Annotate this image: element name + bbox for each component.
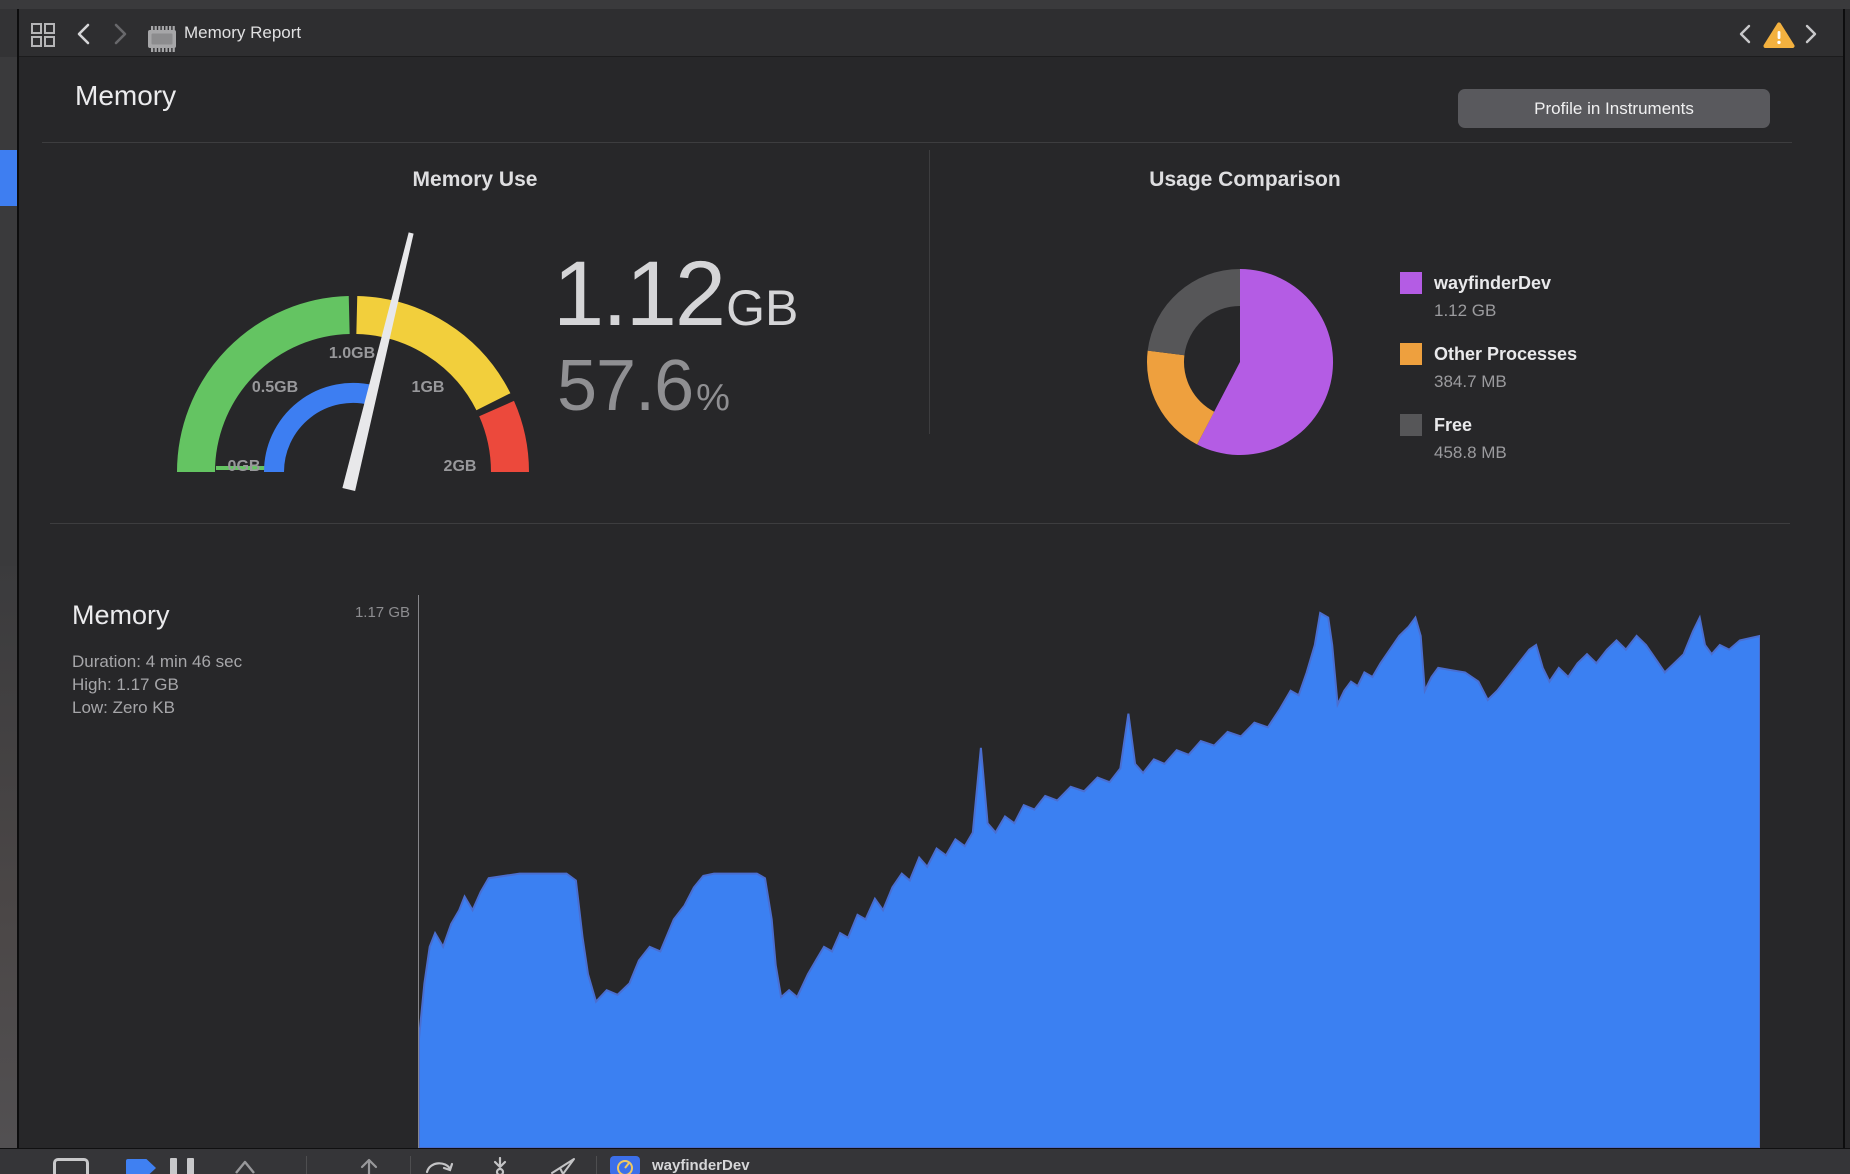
legend-swatch — [1400, 343, 1422, 365]
donut-slice-wayfinderdev — [1197, 269, 1334, 455]
titlebar-strip — [0, 0, 1850, 9]
continue-icon[interactable] — [233, 1160, 257, 1174]
debugbar-separator — [306, 1156, 307, 1174]
history-stats: Duration: 4 min 46 sec High: 1.17 GB Low… — [72, 650, 242, 719]
legend-value: 458.8 MB — [1434, 443, 1507, 462]
memory-value-unit: GB — [726, 280, 799, 336]
memory-value: 1.12 — [553, 243, 726, 345]
debug-process-label[interactable]: wayfinderDev — [652, 1157, 750, 1174]
gauge-tick-label: 1.0GB — [329, 345, 375, 362]
window-right-edge — [1845, 9, 1850, 1148]
warning-icon[interactable] — [1762, 21, 1796, 49]
legend-swatch — [1400, 414, 1422, 436]
previous-issue-chevron-icon[interactable] — [1734, 23, 1756, 45]
forward-chevron-icon[interactable] — [108, 22, 132, 46]
profile-in-instruments-button[interactable]: Profile in Instruments — [1458, 89, 1770, 128]
navigator-edge-toolbar — [0, 9, 17, 57]
legend-swatch — [1400, 272, 1422, 294]
gauge-needle — [342, 232, 414, 491]
memory-gauge-tab-selected[interactable] — [610, 1156, 640, 1174]
donut-slice-free — [1147, 269, 1240, 356]
memory-gauge: 0GB 0.5GB 1.0GB 1GB 2GB — [165, 225, 545, 493]
pause-icon[interactable] — [170, 1158, 177, 1174]
step-over-icon[interactable] — [424, 1158, 454, 1174]
y-axis-line — [418, 595, 419, 1148]
history-chart-title: Memory — [72, 600, 170, 630]
breakpoints-toggle-icon[interactable] — [126, 1159, 156, 1174]
panel-divider-left[interactable] — [17, 9, 19, 1148]
memory-history-area-chart — [419, 595, 1760, 1148]
usage-donut-chart — [1135, 257, 1347, 467]
stat-high: High: 1.17 GB — [72, 675, 179, 694]
stat-low: Low: Zero KB — [72, 698, 175, 717]
usage-comparison-title: Usage Comparison — [1149, 168, 1341, 191]
gauge-tick-label: 0GB — [228, 458, 261, 475]
gauge-zone-arc — [355, 296, 511, 411]
legend-value: 384.7 MB — [1434, 372, 1507, 391]
jump-bar-title[interactable]: Memory Report — [184, 23, 302, 42]
memory-percent: 57.6 — [557, 346, 694, 426]
legend-item: Free 458.8 MB — [1400, 414, 1720, 463]
usage-legend: wayfinderDev 1.12 GB Other Processes 384.7 … — [1400, 272, 1720, 485]
memory-use-title: Memory Use — [412, 168, 538, 191]
gauge-tick-label: 0.5GB — [252, 379, 298, 396]
memory-percent-unit: % — [696, 377, 730, 419]
legend-label: wayfinderDev — [1434, 272, 1552, 293]
back-chevron-icon[interactable] — [72, 22, 96, 46]
legend-value: 1.12 GB — [1434, 301, 1497, 320]
debug-bar: wayfinderDev — [0, 1148, 1850, 1174]
gauge-zero-tick — [216, 466, 268, 470]
step-out-icon[interactable] — [358, 1157, 380, 1174]
axis-max-label: 1.17 GB — [354, 604, 410, 621]
memory-readout: 1.12 GB 57.6 % — [553, 248, 853, 422]
memory-chip-icon — [146, 25, 178, 53]
debugbar-separator — [410, 1156, 411, 1174]
pause-icon[interactable] — [187, 1158, 194, 1174]
donut-slice-other-processes — [1147, 350, 1215, 445]
page-title: Memory — [75, 80, 177, 111]
editor-toolbar: Memory Report — [0, 9, 1850, 57]
section-vertical-divider — [929, 150, 930, 434]
hide-debug-area-icon[interactable] — [53, 1158, 89, 1174]
legend-label: Free — [1434, 414, 1473, 435]
memory-usage-area-series — [419, 611, 1760, 1148]
stat-duration: Duration: 4 min 46 sec — [72, 652, 243, 671]
step-into-icon[interactable] — [488, 1157, 512, 1174]
navigator-selected-row-edge — [0, 150, 17, 206]
next-issue-chevron-icon[interactable] — [1800, 23, 1822, 45]
gauge-tick-label: 2GB — [444, 458, 477, 475]
gauge-zone-arc — [479, 400, 529, 473]
legend-label: Other Processes — [1434, 343, 1578, 364]
tab-overview-icon[interactable] — [28, 21, 58, 49]
gauge-usage-arc — [264, 382, 375, 473]
gauge-zone-arc — [177, 296, 351, 473]
legend-item: Other Processes 384.7 MB — [1400, 343, 1720, 392]
header-divider — [42, 142, 1792, 143]
gauge-tick-label: 1GB — [412, 379, 445, 396]
section-divider — [50, 523, 1790, 524]
debugbar-separator — [596, 1156, 597, 1174]
simulate-location-icon[interactable] — [550, 1157, 576, 1174]
window-right-border — [1843, 9, 1845, 1148]
navigator-edge-content — [0, 566, 17, 1148]
legend-item: wayfinderDev 1.12 GB — [1400, 272, 1720, 321]
